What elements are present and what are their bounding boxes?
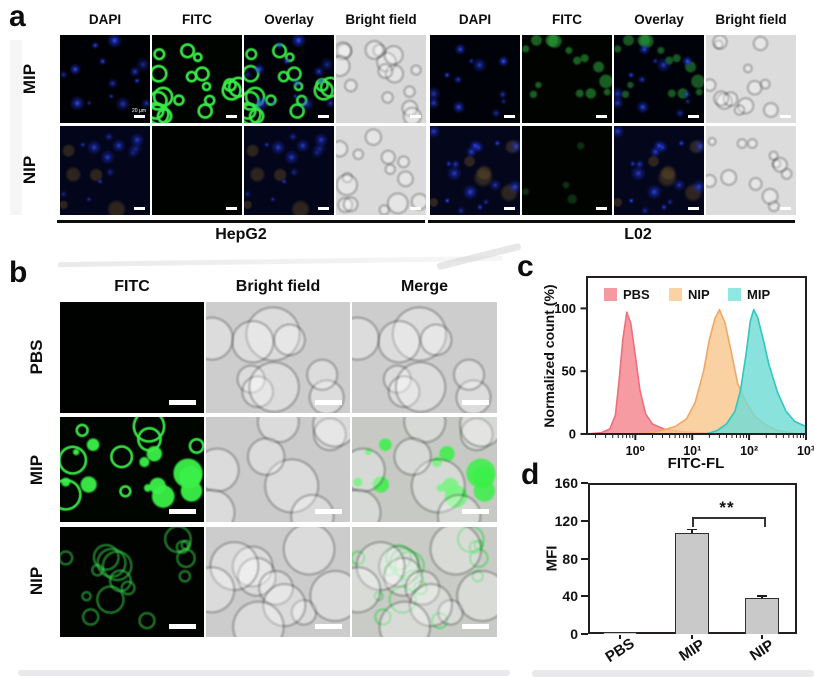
column-header-l02-dapi: DAPI <box>458 12 492 27</box>
column-header-l02-bright-field: Bright field <box>715 12 787 27</box>
flow-x-tick-label: 10² <box>740 444 758 458</box>
micrograph-b-nip-bright field <box>206 527 350 637</box>
micrograph-l02-nip-overlay <box>614 126 704 215</box>
column-header-hepg2-overlay: Overlay <box>264 12 314 27</box>
bar-y-tick-label: 40 <box>562 588 578 605</box>
flow-y-tick-label: 100 <box>554 301 576 316</box>
scale-bar-text: 20 μm <box>132 108 146 114</box>
bar-x-tick <box>761 635 763 639</box>
micrograph-hepg2-mip-overlay <box>244 35 334 123</box>
bar-pbs <box>603 632 637 634</box>
legend-swatch-mip <box>728 288 741 301</box>
row-label-b-nip: NIP <box>27 566 46 596</box>
scan-artifact <box>10 40 22 215</box>
micrograph-hepg2-nip-fitc <box>152 126 242 215</box>
bar-y-tick <box>581 557 588 560</box>
bar-y-tick-label: 160 <box>554 475 578 491</box>
significance-bracket <box>692 517 766 527</box>
panel-d-label: d <box>521 458 540 491</box>
micrograph-l02-nip-fitc <box>522 126 612 215</box>
flow-x-tick-label: 10³ <box>797 444 814 458</box>
flow-y-tick-label: 50 <box>562 364 576 379</box>
flow-legend-entry-mip: MIP <box>728 287 770 302</box>
micrograph-hepg2-nip-overlay <box>244 126 334 215</box>
bar-y-tick-label: 0 <box>570 626 578 642</box>
micrograph-b-pbs-bright field <box>206 302 350 413</box>
column-header-l02-overlay: Overlay <box>634 12 684 27</box>
row-label-a-nip: NIP <box>20 155 39 185</box>
group-name-hepg2: HepG2 <box>215 226 267 243</box>
row-label-a-mip: MIP <box>20 63 39 95</box>
scan-artifact <box>18 670 510 676</box>
hepg2-underline <box>57 220 425 223</box>
micrograph-l02-mip-fitc <box>522 35 612 123</box>
micrograph-l02-nip-dapi <box>430 126 520 215</box>
flow-y-tick-label: 0 <box>569 427 576 442</box>
micrograph-b-pbs-merge <box>352 302 497 413</box>
micrograph-l02-mip-overlay <box>614 35 704 123</box>
bar-x-tick <box>619 635 621 639</box>
group-name-l02: L02 <box>624 226 652 243</box>
legend-swatch-nip <box>669 288 682 301</box>
row-label-b-mip: MIP <box>27 454 46 486</box>
bar-y-tick-label: 80 <box>562 550 578 567</box>
panel-c-label: c <box>517 250 534 283</box>
micrograph-b-pbs-fitc <box>60 302 204 413</box>
micrograph-hepg2-mip-dapi: 20 μm <box>60 35 150 123</box>
column-header-l02-fitc: FITC <box>552 12 582 27</box>
micrograph-b-mip-fitc <box>60 417 204 522</box>
column-header-hepg2-fitc: FITC <box>182 12 212 27</box>
error-cap-nip <box>757 595 767 597</box>
panel-a-label: a <box>9 0 26 33</box>
bar-y-tick-label: 120 <box>554 512 578 529</box>
bar-y-tick <box>581 519 588 522</box>
bar-nip <box>745 598 779 634</box>
micrograph-b-nip-merge <box>352 527 497 637</box>
significance-label: ** <box>719 498 735 517</box>
flow-series-mip <box>705 308 807 435</box>
bar-y-tick <box>581 482 588 484</box>
micrograph-l02-mip-bright field <box>706 35 796 123</box>
bar-x-tick <box>691 635 693 639</box>
column-header-b-bright-field: Bright field <box>235 278 321 295</box>
l02-underline <box>428 220 795 223</box>
micrograph-hepg2-nip-dapi <box>60 126 150 215</box>
bar-y-tick <box>581 633 588 635</box>
micrograph-b-mip-bright field <box>206 417 350 522</box>
legend-swatch-pbs <box>604 288 617 301</box>
flow-x-tick-label: 10⁰ <box>626 444 645 458</box>
flow-x-tick-label: 10¹ <box>683 444 701 458</box>
micrograph-l02-nip-bright field <box>706 126 796 215</box>
panel-b-label: b <box>9 256 28 289</box>
flow-histogram-chart: 0 50 100 10⁰ 10¹ 10² 10³ <box>554 276 814 458</box>
row-label-b-pbs: PBS <box>27 339 46 375</box>
micrograph-hepg2-mip-fitc <box>152 35 242 123</box>
bar-y-tick <box>581 595 588 598</box>
micrograph-b-nip-fitc <box>60 527 204 637</box>
micrograph-b-mip-merge <box>352 417 497 522</box>
column-header-b-merge: Merge <box>400 278 449 295</box>
flow-plot-frame <box>586 276 807 435</box>
column-header-hepg2-bright-field: Bright field <box>345 12 417 27</box>
bar-mip <box>675 533 709 634</box>
micrograph-hepg2-mip-bright field <box>336 35 426 123</box>
flow-legend-entry-nip: NIP <box>669 287 710 302</box>
micrograph-l02-mip-dapi <box>430 35 520 123</box>
error-cap-mip <box>687 528 697 531</box>
legend-label-mip: MIP <box>747 287 771 302</box>
column-header-hepg2-dapi: DAPI <box>88 12 122 27</box>
legend-label-nip: NIP <box>688 287 710 302</box>
micrograph-hepg2-nip-bright field <box>336 126 426 215</box>
legend-label-pbs: PBS <box>623 287 650 302</box>
flow-legend-entry-pbs: PBS <box>604 287 650 302</box>
column-header-b-fitc: FITC <box>114 278 150 295</box>
scan-artifact <box>532 670 814 677</box>
flow-x-axis-label: FITC-FL <box>667 455 725 472</box>
error-bar-mip <box>691 528 693 533</box>
